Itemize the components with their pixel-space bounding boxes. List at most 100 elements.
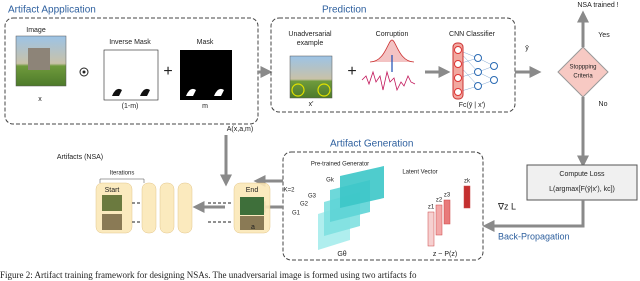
label: K=2 (284, 188, 296, 194)
label: Fc(ȳ | x') (459, 102, 485, 109)
label: Criteria (573, 74, 593, 80)
prediction-shape-shape (490, 62, 498, 70)
label: z2 (436, 198, 443, 204)
label: Gk (326, 178, 335, 184)
prediction-shape (270, 17, 516, 113)
label: + (163, 63, 172, 80)
artifacts-shape (99, 178, 145, 183)
prediction-group: Prediction Unadversarial example x' + Co… (270, 5, 516, 113)
prediction-shape (291, 83, 305, 97)
label: Iterations (110, 171, 135, 177)
generation-shape-shape (435, 204, 443, 236)
prediction-shape (361, 70, 416, 92)
label: m (202, 103, 208, 110)
generation-shape-shape (443, 199, 451, 225)
label: Gθ (337, 251, 346, 258)
label: Mask (197, 39, 214, 46)
prediction-shape (452, 42, 464, 100)
label: Stoppping (569, 65, 596, 71)
label: Corruption (376, 31, 409, 38)
label: L(argmax[F(ȳ|x'), kc]) (549, 186, 615, 193)
label: example (297, 40, 324, 47)
generation-shape-shape (427, 211, 435, 247)
label: Compute Loss (559, 171, 605, 178)
label: G1 (292, 211, 301, 217)
caption: Figure 2: Artifact training framework fo… (0, 270, 417, 280)
label: NSA trained ! (577, 2, 618, 9)
prediction-shape (457, 49, 495, 93)
application-shape (103, 49, 159, 101)
label: z1 (428, 205, 435, 211)
label: x (38, 96, 42, 103)
label: CNN Classifier (449, 31, 496, 38)
label: Yes (598, 32, 610, 39)
label: zk (464, 179, 471, 185)
label: ∇z L (497, 201, 516, 211)
artifacts-shape (102, 214, 122, 230)
application-shape (186, 88, 224, 96)
prediction-shape-shape (474, 82, 482, 90)
decision-group: Stoppping Criteria NSA trained ! Yes No (557, 2, 619, 108)
application-shape (82, 70, 86, 74)
prediction-shape-shape (454, 74, 462, 82)
artifacts-shape (132, 202, 232, 223)
label: Back-Propagation (498, 231, 570, 241)
label: x' (309, 101, 314, 108)
prediction-shape (289, 55, 333, 99)
prediction-shape-shape (454, 46, 462, 54)
label: ȳ (525, 45, 529, 52)
label: z3 (444, 193, 451, 199)
artifacts-group: Artifacts (NSA) Iterations Start End a (57, 154, 271, 234)
prediction-shape (474, 54, 498, 90)
prediction-shape (317, 83, 331, 97)
application-shape (79, 67, 89, 77)
generation-group: Artifact Generation Pre-trained Generato… (282, 139, 484, 261)
prediction-shape-shape (454, 60, 462, 68)
generation-shape (340, 166, 384, 208)
label: No (599, 101, 608, 108)
artifacts-shape (102, 195, 122, 211)
label: End (246, 187, 259, 194)
artifacts-shape-shape (159, 182, 175, 234)
prediction-shape (454, 46, 462, 96)
label: Latent Vector (402, 170, 437, 176)
artifacts-shape (240, 197, 264, 215)
label: Image (26, 27, 46, 34)
label: G2 (300, 202, 309, 208)
loss-shape (526, 164, 638, 201)
label: (1-m) (122, 103, 139, 110)
label: Start (105, 187, 120, 194)
label: a (251, 224, 255, 231)
label: Prediction (322, 5, 366, 16)
generation-shape (427, 185, 471, 247)
loss-group: Compute Loss L(argmax[F(ȳ|x'), kc]) ∇z L… (497, 164, 638, 241)
label: Artifacts (NSA) (57, 154, 103, 161)
label: Unadversarial (288, 31, 332, 38)
label: Inverse Mask (109, 39, 151, 46)
label: Pre-trained Generator (311, 162, 369, 168)
application-group: Artifact Appplication Image x Inverse Ma… (4, 5, 259, 133)
prediction-shape-shape (474, 54, 482, 62)
application-shape (28, 48, 50, 70)
label: + (347, 63, 356, 80)
label: Artifact Generation (330, 139, 413, 150)
label: Artifact Appplication (8, 5, 96, 16)
label: z ~ P(z) (433, 251, 457, 258)
prediction-shape-shape (454, 88, 462, 96)
application-shape (112, 88, 150, 96)
arrow (482, 200, 585, 232)
prediction-shape-shape (490, 76, 498, 84)
artifacts-shape (240, 216, 264, 230)
prediction-shape (369, 39, 415, 63)
artifacts-shape-shape (177, 182, 193, 234)
prediction-shape-shape (474, 68, 482, 76)
label: A(x,a,m) (227, 126, 253, 133)
prediction-shape-shape (457, 49, 495, 93)
label: G3 (308, 194, 317, 200)
artifacts-shape-shape (141, 182, 157, 234)
decision-shape (557, 46, 609, 98)
generation-shape-shape (463, 185, 471, 209)
